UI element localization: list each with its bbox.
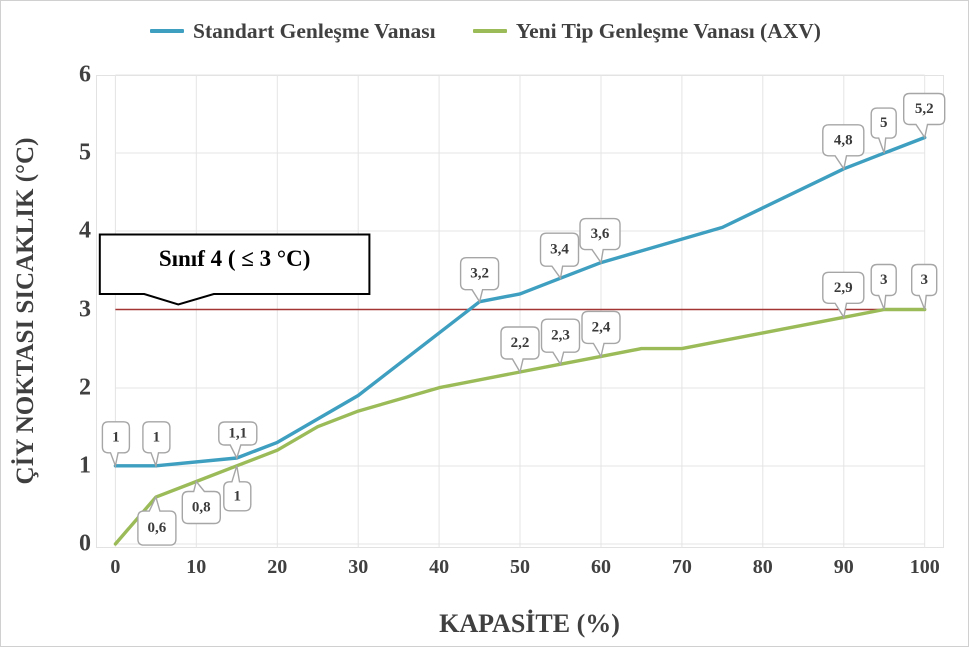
svg-text:5,2: 5,2 bbox=[915, 101, 934, 117]
svg-text:1: 1 bbox=[112, 429, 120, 445]
svg-text:4,8: 4,8 bbox=[834, 132, 853, 148]
svg-text:1: 1 bbox=[234, 488, 242, 504]
svg-text:0,8: 0,8 bbox=[192, 500, 211, 516]
svg-text:1: 1 bbox=[153, 429, 161, 445]
svg-text:3,2: 3,2 bbox=[470, 266, 489, 282]
svg-text:2,2: 2,2 bbox=[511, 335, 530, 351]
svg-text:2,9: 2,9 bbox=[834, 280, 853, 296]
svg-text:0,6: 0,6 bbox=[148, 520, 167, 536]
svg-text:3,4: 3,4 bbox=[550, 242, 569, 258]
svg-text:1,1: 1,1 bbox=[228, 426, 247, 442]
svg-text:3: 3 bbox=[920, 272, 928, 288]
svg-text:2,3: 2,3 bbox=[551, 328, 570, 344]
svg-text:2,4: 2,4 bbox=[592, 319, 611, 335]
svg-text:3: 3 bbox=[880, 272, 888, 288]
svg-text:3,6: 3,6 bbox=[591, 226, 610, 242]
svg-text:5: 5 bbox=[880, 115, 888, 131]
